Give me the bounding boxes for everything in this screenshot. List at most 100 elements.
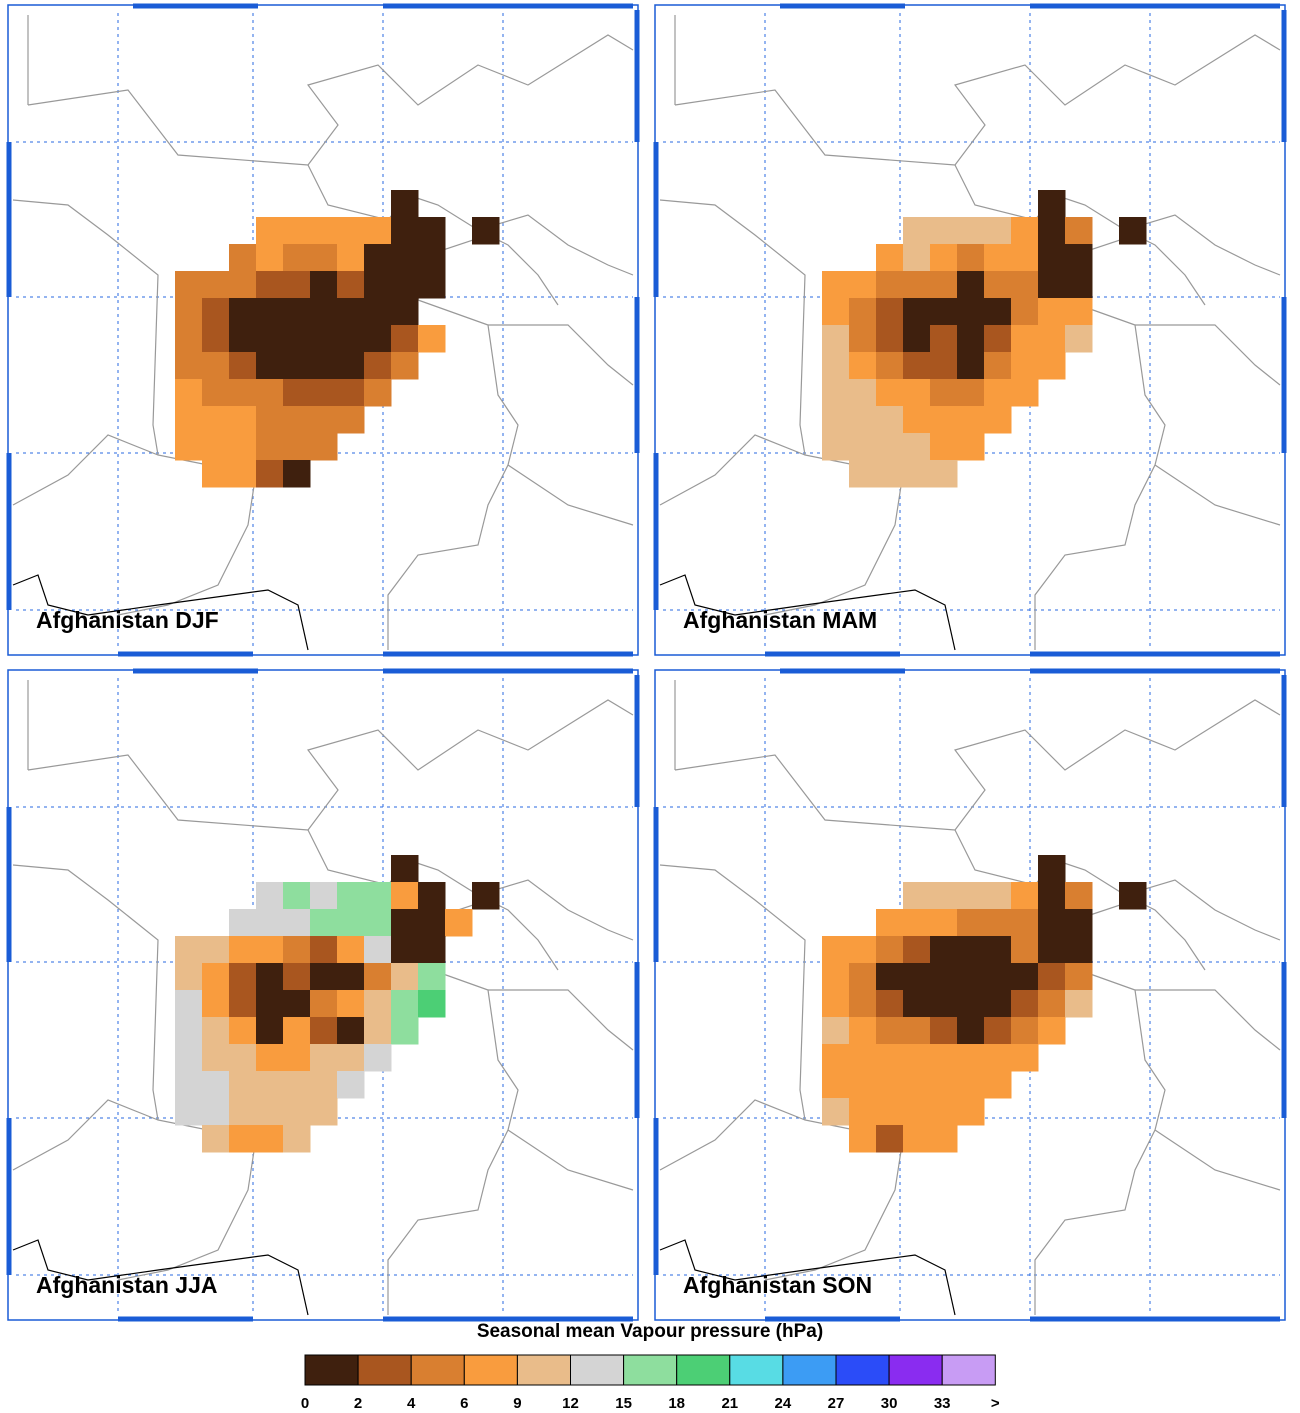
grid-cell [337, 271, 365, 299]
colorbar-box [463, 1354, 518, 1386]
grid-cell [849, 298, 877, 326]
grid-cell [876, 298, 904, 326]
grid-cell [1011, 244, 1039, 272]
grid-cell [337, 244, 365, 272]
grid-cell [229, 433, 257, 461]
grid-cell [1011, 936, 1039, 964]
grid-cell [930, 298, 958, 326]
grid-cell [957, 406, 985, 434]
grid-cell [310, 352, 338, 380]
grid-cell [337, 379, 365, 407]
grid-cell [957, 1017, 985, 1045]
grid-cell [310, 1017, 338, 1045]
grid-cell [229, 1098, 257, 1126]
grid-cell [364, 271, 392, 299]
colorbar-box [304, 1354, 359, 1386]
grid-cell [822, 1044, 850, 1072]
grid-cell [930, 1017, 958, 1045]
grid-cell [229, 909, 257, 937]
grid-cell [984, 325, 1012, 353]
grid-cell [283, 936, 311, 964]
grid-cell [957, 1098, 985, 1126]
grid-cell [984, 963, 1012, 991]
grid-cell [391, 271, 419, 299]
grid-cell [1011, 882, 1039, 910]
grid-cell [1065, 217, 1093, 245]
grid-cell [1038, 325, 1066, 353]
grid-cell [1038, 1017, 1066, 1045]
grid-cell [930, 406, 958, 434]
grid-cell [418, 882, 446, 910]
grid-cell [283, 433, 311, 461]
grid-cell [418, 325, 446, 353]
grid-cell [1038, 190, 1066, 218]
grid-cell [1011, 1017, 1039, 1045]
grid-cell [337, 1071, 365, 1099]
grid-cell [310, 1071, 338, 1099]
colorbar-tick-label: 2 [354, 1395, 362, 1412]
colorbar-box [623, 1354, 678, 1386]
grid-cell [1011, 298, 1039, 326]
colorbar-box [570, 1354, 625, 1386]
grid-cell [202, 298, 230, 326]
grid-cell [903, 963, 931, 991]
grid-cell [849, 1125, 877, 1153]
grid-cell [1119, 882, 1147, 910]
grid-cell [175, 433, 203, 461]
grid-cell [364, 936, 392, 964]
grid-cell [1011, 990, 1039, 1018]
grid-cell [1038, 271, 1066, 299]
grid-cell [957, 990, 985, 1018]
grid-cell [364, 244, 392, 272]
grid-cell [175, 298, 203, 326]
colorbar-tick-label: 24 [775, 1395, 792, 1412]
grid-cell [849, 271, 877, 299]
grid-cell [876, 963, 904, 991]
grid-cell [283, 1044, 311, 1072]
grid-cell [364, 990, 392, 1018]
grid-cell [903, 936, 931, 964]
grid-cell [984, 406, 1012, 434]
grid-cell [822, 325, 850, 353]
grid-cell [957, 433, 985, 461]
grid-cell [175, 352, 203, 380]
grid-cell [364, 963, 392, 991]
grid-cell [876, 990, 904, 1018]
grid-cell [418, 963, 446, 991]
grid-cell [256, 990, 284, 1018]
grid-cell [310, 433, 338, 461]
grid-cell [903, 244, 931, 272]
grid-cell [849, 379, 877, 407]
grid-cell [903, 433, 931, 461]
grid-cell [1011, 217, 1039, 245]
grid-cell [903, 379, 931, 407]
grid-cell [1011, 271, 1039, 299]
grid-cell [337, 909, 365, 937]
grid-cell [418, 990, 446, 1018]
grid-cell [930, 990, 958, 1018]
colorbar-tick-label: 27 [828, 1395, 845, 1412]
grid-cell [930, 460, 958, 488]
grid-cell [849, 963, 877, 991]
grid-cell [930, 963, 958, 991]
grid-cell [903, 1098, 931, 1126]
grid-cell [472, 217, 500, 245]
grid-cell [364, 379, 392, 407]
grid-cell [957, 352, 985, 380]
grid-cell [256, 1098, 284, 1126]
grid-cell [903, 406, 931, 434]
grid-cell [1038, 882, 1066, 910]
grid-cell [229, 1044, 257, 1072]
grid-cell [256, 244, 284, 272]
grid-cell [903, 909, 931, 937]
colorbar-tick-label: 6 [460, 1395, 468, 1412]
grid-cell [202, 1017, 230, 1045]
grid-cell [229, 936, 257, 964]
grid-cell [1038, 244, 1066, 272]
grid-cell [310, 244, 338, 272]
grid-cell [903, 460, 931, 488]
grid-cell [876, 325, 904, 353]
grid-cell [175, 325, 203, 353]
grid-cell [310, 1044, 338, 1072]
